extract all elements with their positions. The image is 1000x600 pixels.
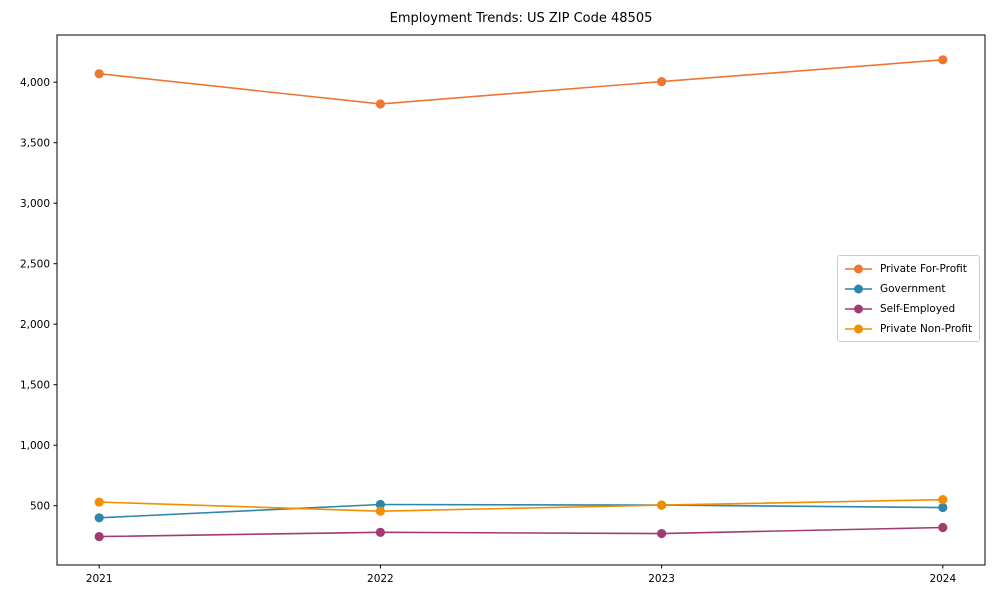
chart-legend: Private For-Profit Government Self-Employe… <box>837 255 980 342</box>
data-point-government <box>938 502 948 513</box>
data-point-private-for-profit <box>938 55 948 65</box>
data-point-private-for-profit <box>657 76 667 87</box>
legend-marker <box>854 324 863 334</box>
series-line-private-non-profit <box>99 498 943 512</box>
legend-label: Government <box>880 283 946 295</box>
legend-swatch-private-for-profit <box>845 264 872 274</box>
legend-swatch-government <box>845 284 872 294</box>
y-tick-label: 2,500 <box>20 258 50 270</box>
series-line-government <box>99 503 943 519</box>
x-tick-label: 2021 <box>86 573 113 585</box>
data-point-private-non-profit <box>938 495 948 505</box>
legend-item-self-employed: Self-Employed <box>845 299 979 319</box>
legend-label: Self-Employed <box>880 303 956 315</box>
data-point-private-non-profit <box>94 497 104 507</box>
data-point-private-for-profit <box>94 69 104 79</box>
legend-marker <box>854 304 863 314</box>
data-point-self-employed <box>657 528 667 539</box>
y-tick-label: 1,000 <box>20 440 50 452</box>
x-tick-label: 2022 <box>367 573 394 585</box>
data-point-private-non-profit <box>657 500 667 510</box>
legend-item-government: Government <box>845 279 979 299</box>
x-tick-label: 2023 <box>648 573 675 585</box>
legend-marker <box>854 264 863 274</box>
y-tick-label: 2,000 <box>20 319 50 331</box>
data-point-self-employed <box>938 522 948 533</box>
legend-item-private-non-profit: Private Non-Profit <box>845 319 979 339</box>
data-point-government <box>375 499 385 510</box>
x-tick-label: 2024 <box>929 573 956 585</box>
y-tick-label: 3,000 <box>20 198 50 210</box>
series-line-self-employed <box>99 526 943 538</box>
y-tick-label: 3,500 <box>20 137 50 149</box>
y-tick-label: 500 <box>30 500 50 512</box>
series-line-private-for-profit <box>99 59 943 105</box>
data-point-private-for-profit <box>375 99 385 109</box>
data-point-self-employed <box>94 531 104 542</box>
data-point-private-non-profit <box>375 506 385 516</box>
legend-marker <box>854 284 863 294</box>
legend-swatch-self-employed <box>845 304 872 314</box>
plot-border <box>56 34 986 566</box>
legend-item-private-for-profit: Private For-Profit <box>845 259 979 279</box>
data-point-government <box>94 513 104 523</box>
data-point-self-employed <box>375 527 385 537</box>
y-tick-label: 1,500 <box>20 379 50 391</box>
y-tick-label: 4,000 <box>20 77 50 89</box>
legend-label: Private Non-Profit <box>880 323 973 335</box>
chart-title: Employment Trends: US ZIP Code 48505 <box>389 11 653 26</box>
legend-label: Private For-Profit <box>880 263 967 275</box>
legend-swatch-private-non-profit <box>845 324 872 334</box>
